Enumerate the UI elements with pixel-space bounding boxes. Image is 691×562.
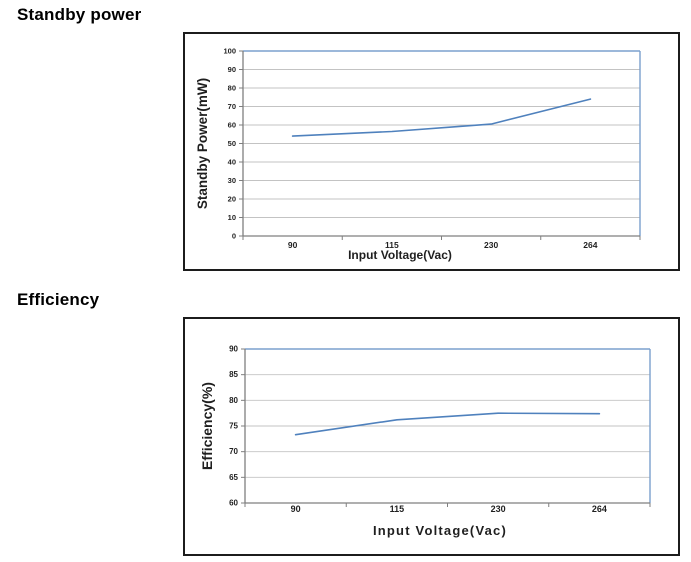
y-tick-label: 30 bbox=[228, 176, 236, 185]
y-tick-label: 85 bbox=[229, 370, 238, 379]
standby-power-chart-frame: 0 10 20 30 40 50 60 70 80 90 100 90 115 230 264 Standby… bbox=[183, 32, 680, 271]
y-tick-label: 65 bbox=[229, 473, 238, 482]
x-tick-label: 115 bbox=[390, 504, 405, 514]
series-line bbox=[294, 412, 601, 436]
y-tick-label: 70 bbox=[228, 102, 236, 111]
y-tick-label: 60 bbox=[228, 121, 236, 130]
y-tick-label: 100 bbox=[223, 47, 236, 56]
section-heading-efficiency: Efficiency bbox=[17, 290, 100, 309]
y-tick-label: 90 bbox=[228, 65, 236, 74]
y-tick-label: 80 bbox=[229, 396, 238, 405]
efficiency-chart-frame: 60 65 70 75 80 85 90 90 115 230 264 Efficiency(%) In… bbox=[183, 317, 680, 556]
x-tick-label: 90 bbox=[291, 504, 301, 514]
x-tick-label: 115 bbox=[385, 240, 399, 250]
y-tick-label: 90 bbox=[229, 345, 238, 354]
x-tick-label: 90 bbox=[288, 240, 298, 250]
x-tick-label: 230 bbox=[484, 240, 498, 250]
y-tick-label: 20 bbox=[228, 195, 236, 204]
y-tick-label: 75 bbox=[229, 422, 238, 431]
y-tick-label: 60 bbox=[229, 499, 238, 508]
y-tick-label: 10 bbox=[228, 213, 236, 222]
efficiency-chart: 60 65 70 75 80 85 90 90 115 230 264 Efficiency(%) In… bbox=[199, 345, 651, 538]
y-tick-label: 50 bbox=[228, 139, 236, 148]
y-axis-title: Standby Power(mW) bbox=[195, 78, 210, 209]
x-axis-title: Input Voltage(Vac) bbox=[348, 248, 452, 262]
y-tick-label: 0 bbox=[232, 232, 236, 241]
standby-power-chart: 0 10 20 30 40 50 60 70 80 90 100 90 115 230 264 Standby… bbox=[195, 47, 641, 262]
x-tick-label: 264 bbox=[583, 240, 597, 250]
y-tick-label: 80 bbox=[228, 84, 236, 93]
y-axis-title: Efficiency(%) bbox=[199, 382, 215, 470]
y-tick-label: 70 bbox=[229, 447, 238, 456]
x-tick-label: 230 bbox=[491, 504, 506, 514]
y-tick-label: 40 bbox=[228, 158, 236, 167]
x-tick-label: 264 bbox=[592, 504, 607, 514]
section-heading-standby-power: Standby power bbox=[17, 5, 142, 24]
series-line bbox=[291, 98, 592, 137]
x-axis-title: Input Voltage(Vac) bbox=[373, 523, 507, 538]
